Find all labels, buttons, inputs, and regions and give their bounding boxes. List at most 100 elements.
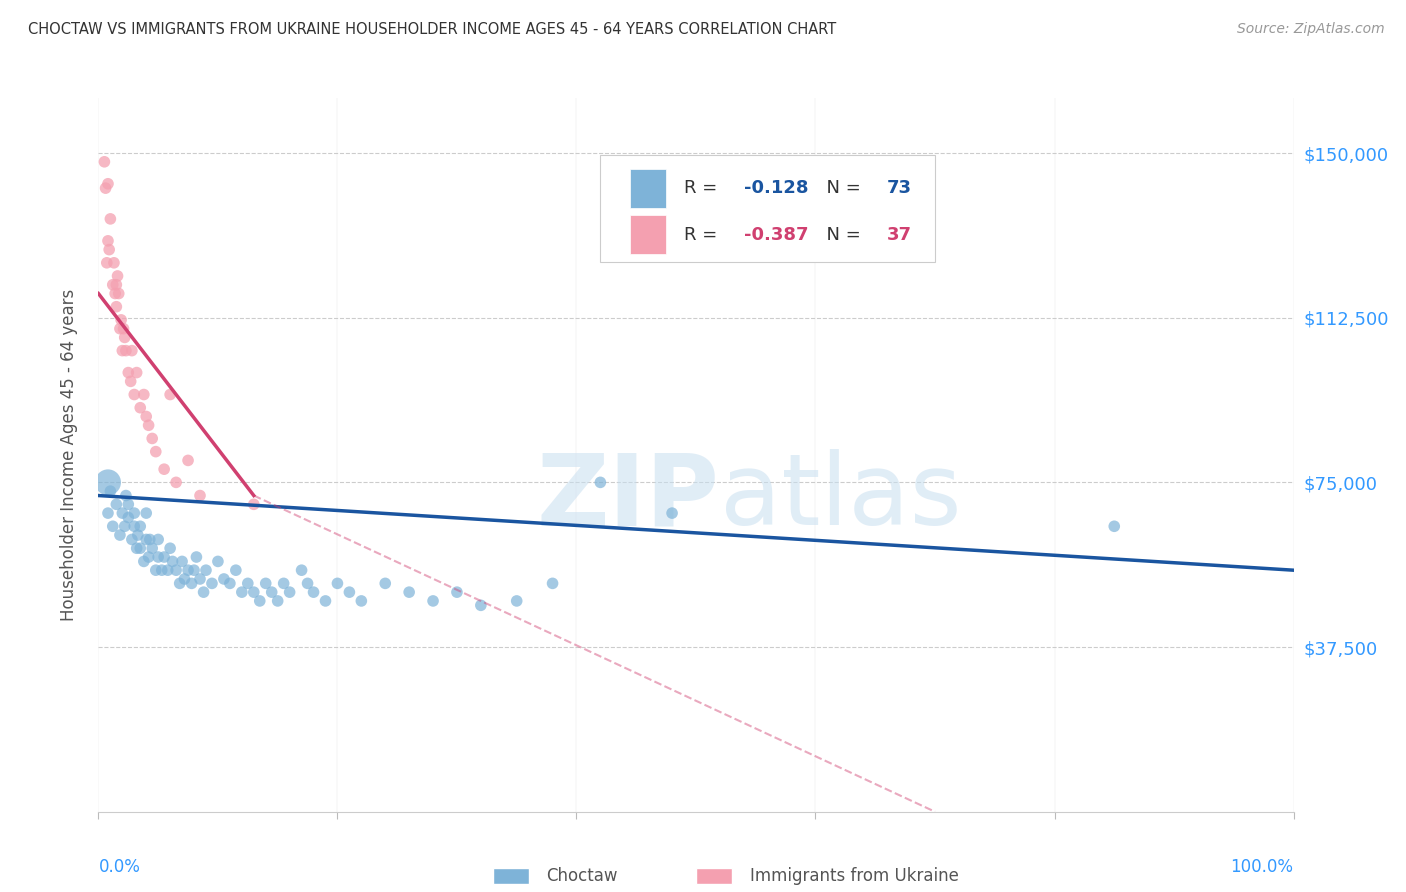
Point xyxy=(121,343,143,358)
Point xyxy=(219,576,242,591)
Point xyxy=(148,549,170,564)
Point xyxy=(201,576,224,591)
Point xyxy=(446,585,468,599)
Point xyxy=(112,321,135,335)
Point xyxy=(297,576,319,591)
Point xyxy=(422,594,444,608)
Point xyxy=(111,506,134,520)
Point xyxy=(132,387,155,401)
Point xyxy=(1102,519,1125,533)
Text: 100.0%: 100.0% xyxy=(1230,858,1294,876)
Point xyxy=(145,563,167,577)
Point xyxy=(135,533,157,547)
Point xyxy=(315,594,337,608)
Point xyxy=(98,211,122,226)
Point xyxy=(180,576,202,591)
Point xyxy=(165,475,187,490)
Point xyxy=(186,549,208,564)
Point xyxy=(117,510,139,524)
Point xyxy=(260,585,283,599)
Point xyxy=(117,366,139,380)
Point xyxy=(193,585,215,599)
Point xyxy=(132,554,155,568)
Point xyxy=(141,541,163,556)
Point xyxy=(398,585,420,599)
Point xyxy=(339,585,360,599)
Point xyxy=(153,462,176,476)
Point xyxy=(97,177,120,191)
Point xyxy=(267,594,290,608)
Point xyxy=(249,594,271,608)
Point xyxy=(138,549,160,564)
Point xyxy=(173,572,195,586)
Text: 73: 73 xyxy=(887,179,912,197)
Point xyxy=(165,563,187,577)
Text: Choctaw: Choctaw xyxy=(547,867,619,885)
Point xyxy=(105,277,128,292)
Text: N =: N = xyxy=(815,226,868,244)
Point xyxy=(188,489,211,503)
Point xyxy=(169,576,191,591)
Point xyxy=(124,506,146,520)
Point xyxy=(93,154,115,169)
Point xyxy=(589,475,612,490)
Point xyxy=(125,541,148,556)
Point xyxy=(110,313,132,327)
Point xyxy=(661,506,683,520)
Point xyxy=(506,594,529,608)
Point xyxy=(97,475,120,490)
Text: Source: ZipAtlas.com: Source: ZipAtlas.com xyxy=(1237,22,1385,37)
Text: 37: 37 xyxy=(887,226,912,244)
Point xyxy=(225,563,247,577)
Point xyxy=(135,409,157,424)
Text: R =: R = xyxy=(685,179,723,197)
Point xyxy=(470,599,492,613)
Point xyxy=(183,563,205,577)
Point xyxy=(278,585,301,599)
Point xyxy=(124,519,146,533)
Text: -0.128: -0.128 xyxy=(744,179,808,197)
Point xyxy=(159,387,181,401)
Point xyxy=(124,387,146,401)
Point xyxy=(374,576,396,591)
Point xyxy=(97,234,120,248)
Point xyxy=(115,343,138,358)
Point xyxy=(326,576,349,591)
Point xyxy=(273,576,295,591)
Point xyxy=(114,519,136,533)
Point xyxy=(541,576,564,591)
Point xyxy=(98,243,121,257)
Point xyxy=(231,585,253,599)
Point xyxy=(302,585,325,599)
Point xyxy=(162,554,184,568)
Point xyxy=(105,300,128,314)
Point xyxy=(96,256,118,270)
Point xyxy=(120,375,142,389)
Point xyxy=(139,533,162,547)
Point xyxy=(107,268,129,283)
Point xyxy=(129,519,152,533)
Point xyxy=(156,563,179,577)
FancyBboxPatch shape xyxy=(630,215,666,254)
Point xyxy=(115,489,138,503)
Point xyxy=(121,533,143,547)
Point xyxy=(138,418,160,433)
Text: 0.0%: 0.0% xyxy=(98,858,141,876)
Y-axis label: Householder Income Ages 45 - 64 years: Householder Income Ages 45 - 64 years xyxy=(59,289,77,621)
Point xyxy=(101,277,124,292)
Point xyxy=(127,528,149,542)
Point xyxy=(153,549,176,564)
Point xyxy=(172,554,194,568)
Text: N =: N = xyxy=(815,179,868,197)
Text: Immigrants from Ukraine: Immigrants from Ukraine xyxy=(749,867,959,885)
Text: R =: R = xyxy=(685,226,723,244)
Point xyxy=(194,563,218,577)
Point xyxy=(207,554,229,568)
Point xyxy=(243,585,266,599)
Point xyxy=(129,401,152,415)
Point xyxy=(101,519,124,533)
Point xyxy=(98,484,122,499)
Point xyxy=(141,432,163,446)
Point xyxy=(291,563,314,577)
Point xyxy=(105,497,128,511)
